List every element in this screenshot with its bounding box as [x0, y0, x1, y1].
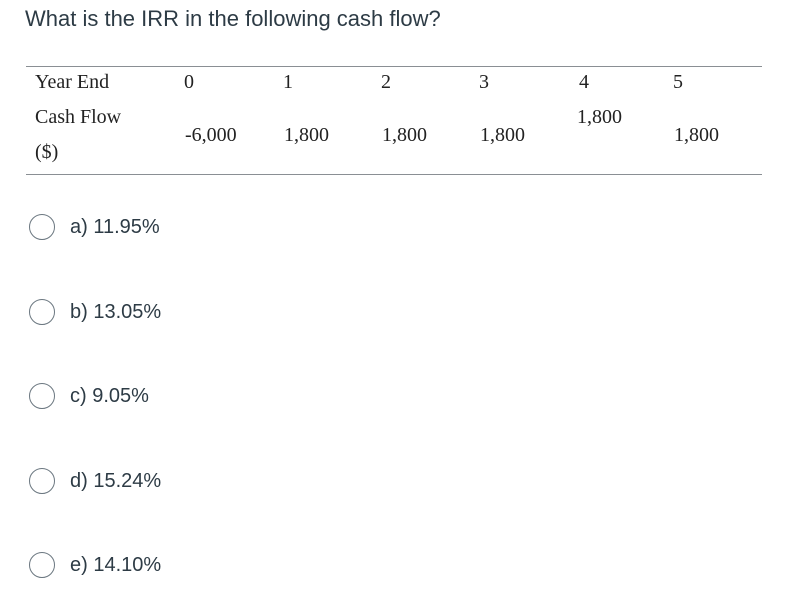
option-a-label[interactable]: a) 11.95%	[70, 215, 160, 238]
year-end-label: Year End	[35, 71, 110, 93]
option-d-label[interactable]: d) 15.24%	[70, 469, 162, 492]
option-c-label[interactable]: c) 9.05%	[70, 384, 149, 407]
currency-label: ($)	[35, 141, 59, 163]
option-a[interactable]: a) 11.95%	[29, 212, 160, 242]
cash-flow-2: 1,800	[382, 124, 427, 146]
radio-button-c[interactable]	[29, 383, 55, 409]
option-b-label[interactable]: b) 13.05%	[70, 300, 162, 323]
cash-flow-1: 1,800	[284, 124, 329, 146]
year-1: 1	[283, 71, 293, 93]
option-d[interactable]: d) 15.24%	[29, 466, 161, 496]
question-text: What is the IRR in the following cash fl…	[25, 6, 441, 31]
cash-flow-table: Year End Cash Flow ($) 0 1 2 3 4 5 -6,00…	[26, 66, 762, 175]
cash-flow-4: 1,800	[577, 106, 622, 128]
year-2: 2	[381, 71, 391, 93]
radio-button-d[interactable]	[29, 468, 55, 494]
cash-flow-3: 1,800	[480, 124, 525, 146]
radio-button-e[interactable]	[29, 552, 55, 578]
year-5: 5	[673, 71, 683, 93]
option-e-label[interactable]: e) 14.10%	[70, 553, 162, 576]
option-c[interactable]: c) 9.05%	[29, 381, 149, 411]
year-3: 3	[479, 71, 489, 93]
cash-flow-5: 1,800	[674, 124, 719, 146]
option-e[interactable]: e) 14.10%	[29, 550, 161, 580]
option-b[interactable]: b) 13.05%	[29, 297, 161, 327]
radio-button-a[interactable]	[29, 214, 55, 240]
year-4: 4	[579, 71, 589, 93]
year-0: 0	[184, 71, 194, 93]
cash-flow-label: Cash Flow	[35, 106, 122, 128]
radio-button-b[interactable]	[29, 299, 55, 325]
cash-flow-0: -6,000	[185, 124, 237, 146]
